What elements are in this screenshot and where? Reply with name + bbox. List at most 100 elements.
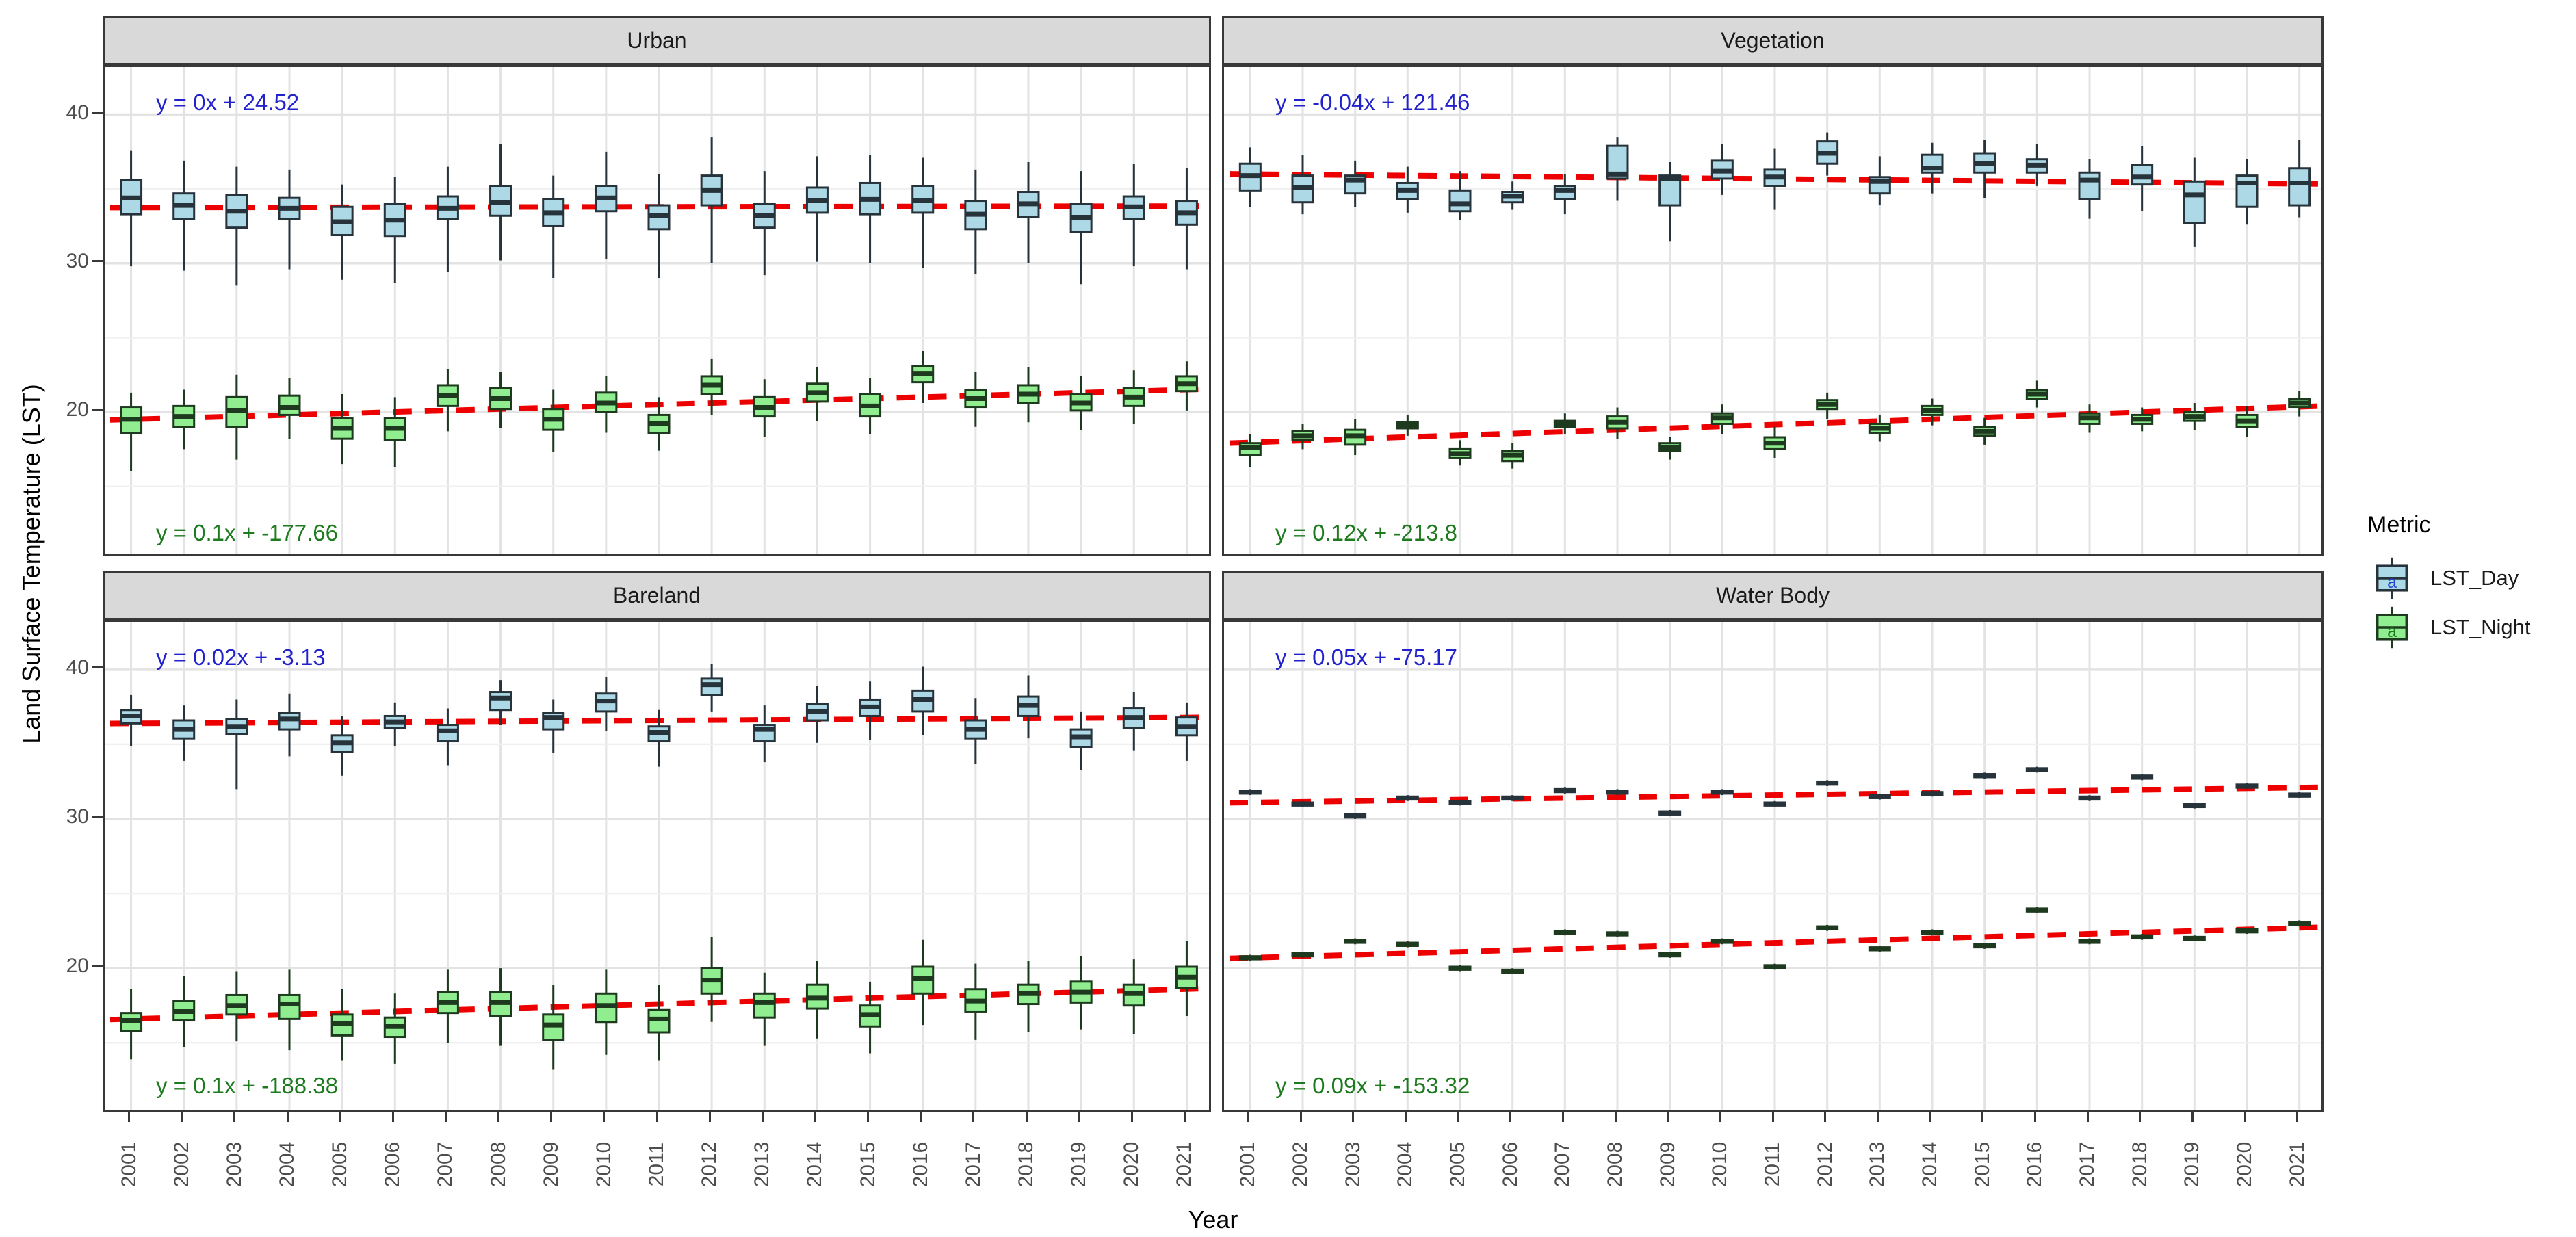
facet-title: Water Body [1716,582,1830,608]
x-tick-label: 2005 [1446,1141,1469,1188]
x-tick-label: 2020 [2233,1141,2256,1188]
x-tick-label: 2008 [1604,1141,1626,1188]
x-tick-mark [814,1112,816,1122]
y-tick-label: 30 [66,249,89,272]
x-tick-label: 2015 [1970,1141,1994,1188]
legend-key-letter: a [2387,573,2397,592]
x-tick-label: 2004 [1394,1141,1417,1188]
y-tick-label: 20 [66,954,89,978]
x-tick-mark [1561,1112,1564,1122]
x-tick-mark [1352,1112,1355,1122]
facet-strip-urban: Urban [103,16,1211,65]
boxplot-key-icon-day: a [2376,557,2408,599]
x-tick-mark [1457,1112,1459,1122]
x-tick-label: 2010 [1708,1141,1732,1188]
x-tick-label: 2007 [1551,1141,1574,1188]
x-tick-mark [1025,1112,1028,1122]
x-tick-mark [339,1112,341,1122]
x-tick-label: 2003 [222,1141,246,1188]
x-tick-mark [128,1112,131,1122]
x-tick-mark [2191,1112,2194,1122]
boxplot-canvas-vegetation [1224,67,2321,554]
legend-key-letter: a [2387,622,2397,641]
x-tick-mark [1719,1112,1721,1122]
x-tick-label: 2002 [170,1141,193,1188]
equation-water-body-night: y = 0.09x + -153.32 [1275,1073,1470,1098]
x-tick-mark [972,1112,975,1122]
boxplot-key-icon-night: a [2376,606,2408,649]
x-tick-label: 2014 [803,1141,827,1188]
x-tick-label: 2009 [539,1141,562,1188]
x-tick-label: 2002 [1289,1141,1312,1188]
x-tick-mark [1247,1112,1249,1122]
x-tick-mark [1876,1112,1879,1122]
equation-bareland-night: y = 0.1x + -188.38 [156,1073,339,1098]
legend-label-lst-night: LST_Night [2430,615,2531,639]
x-tick-label: 2015 [856,1141,879,1188]
x-axis-title: Year [1188,1206,1238,1234]
x-tick-label: 2012 [1813,1141,1836,1188]
facet-strip-vegetation: Vegetation [1222,16,2324,65]
y-tick-mark [92,112,103,114]
x-tick-label: 2016 [909,1141,932,1188]
y-tick-label: 40 [66,655,89,679]
x-tick-mark [603,1112,606,1122]
x-tick-mark [1614,1112,1617,1122]
y-tick-mark [92,816,103,818]
panel-vegetation [1222,65,2324,556]
legend-title: Metric [2367,512,2431,538]
x-tick-mark [2033,1112,2036,1122]
x-tick-label: 2008 [486,1141,510,1188]
equation-vegetation-day: y = -0.04x + 121.46 [1275,90,1470,115]
x-tick-mark [2296,1112,2299,1122]
x-tick-mark [1078,1112,1080,1122]
x-tick-mark [1299,1112,1302,1122]
legend-item-lst-day: a LST_Day [2351,556,2530,600]
equation-water-body-day: y = 0.05x + -75.17 [1275,644,1458,670]
x-tick-mark [761,1112,764,1122]
x-tick-label: 2021 [2285,1141,2308,1188]
x-tick-mark [2086,1112,2089,1122]
y-tick-mark [92,965,103,967]
x-tick-mark [1981,1112,1984,1122]
x-tick-mark [391,1112,394,1122]
panel-urban [103,65,1211,556]
panel-water-body [1222,620,2324,1112]
y-tick-mark [92,260,103,263]
x-tick-mark [1667,1112,1669,1122]
boxplot-canvas-water-body [1224,622,2321,1110]
x-tick-label: 2018 [2128,1141,2151,1188]
x-tick-label: 2006 [381,1141,404,1188]
y-axis-title: Land Surface Temperature (LST) [17,384,45,744]
x-tick-mark [867,1112,870,1122]
x-tick-mark [920,1112,922,1122]
x-tick-mark [1183,1112,1186,1122]
x-tick-label: 2001 [1236,1141,1260,1188]
facet-title: Vegetation [1721,27,1825,53]
x-tick-label: 2010 [592,1141,615,1188]
legend: Metric a LST_Day a LST_Night [2351,512,2530,655]
boxplot-canvas-bareland [105,622,1209,1110]
x-tick-mark [1404,1112,1407,1122]
y-tick-label: 20 [66,398,89,421]
y-tick-label: 40 [66,101,89,124]
x-tick-label: 2009 [1656,1141,1679,1188]
x-tick-label: 2020 [1120,1141,1143,1188]
x-tick-mark [444,1112,447,1122]
x-tick-label: 2005 [328,1141,352,1188]
x-tick-label: 2011 [645,1142,668,1187]
y-tick-mark [92,666,103,669]
equation-bareland-day: y = 0.02x + -3.13 [156,644,326,670]
x-tick-label: 2014 [1918,1141,1941,1188]
x-tick-label: 2007 [434,1141,457,1188]
facet-strip-bareland: Bareland [103,571,1211,620]
x-tick-label: 2019 [1067,1141,1091,1188]
x-tick-label: 2001 [117,1141,140,1188]
y-tick-label: 30 [66,805,89,828]
x-tick-mark [550,1112,553,1122]
x-tick-mark [1130,1112,1133,1122]
x-tick-mark [1771,1112,1774,1122]
x-tick-label: 2012 [698,1141,721,1188]
x-tick-mark [2243,1112,2246,1122]
